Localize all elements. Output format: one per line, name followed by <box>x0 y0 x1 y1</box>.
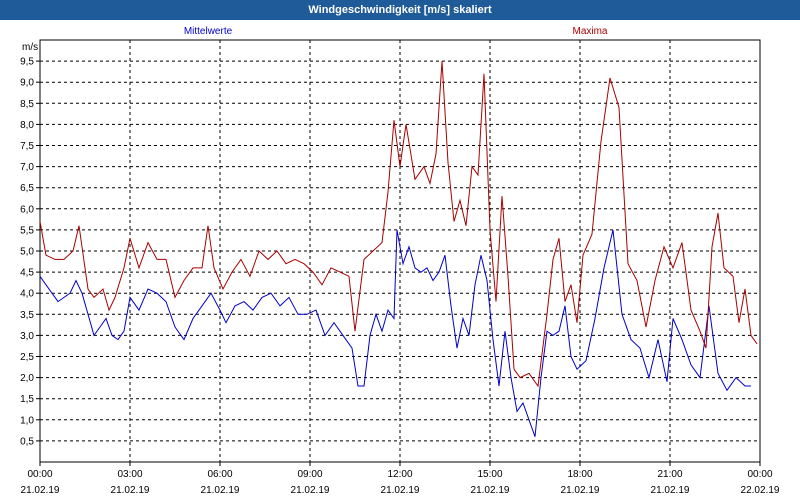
y-tick-label: 8,0 <box>20 120 34 131</box>
legend-entry-mittelwerte: Mittelwerte <box>184 26 233 37</box>
x-tick-time: 00:00 <box>747 469 772 480</box>
x-tick-date: 21.02.19 <box>651 485 690 496</box>
y-tick-label: 7,5 <box>20 141 34 152</box>
x-tick-date: 21.02.19 <box>21 485 60 496</box>
chart-title: Windgeschwindigkeit [m/s] skaliert <box>0 0 800 20</box>
x-tick-date: 21.02.19 <box>561 485 600 496</box>
y-tick-label: 2,0 <box>20 373 34 384</box>
y-tick-label: 3,0 <box>20 331 34 342</box>
y-tick-label: 3,5 <box>20 310 34 321</box>
y-tick-label: 9,0 <box>20 78 34 89</box>
y-tick-label: 5,0 <box>20 247 34 258</box>
y-tick-label: 9,5 <box>20 57 34 68</box>
x-tick-labels: 00:00 21.02.19 03:00 21.02.19 06:00 21.02.19 0… <box>21 469 780 496</box>
x-tick-time: 18:00 <box>567 469 592 480</box>
x-tick-date: 21.02.19 <box>201 485 240 496</box>
x-tick-time: 03:00 <box>117 469 142 480</box>
x-tick-date: 21.02.19 <box>381 485 420 496</box>
y-tick-label: 5,5 <box>20 225 34 236</box>
x-tick-time: 15:00 <box>477 469 502 480</box>
y-tick-label: 6,5 <box>20 183 34 194</box>
y-tick-label: 2,5 <box>20 352 34 363</box>
y-tick-label: 1,0 <box>20 415 34 426</box>
x-tick-date: 21.02.19 <box>291 485 330 496</box>
y-tick-label: 7,0 <box>20 162 34 173</box>
x-tick-time: 06:00 <box>207 469 232 480</box>
legend-entry-maxima: Maxima <box>572 26 607 37</box>
x-tick-time: 21:00 <box>657 469 682 480</box>
x-tick-time: 12:00 <box>387 469 412 480</box>
x-tick-date: 21.02.19 <box>111 485 150 496</box>
y-tick-label: 4,0 <box>20 289 34 300</box>
y-tick-labels: 0,5 1,0 1,5 2,0 2,5 3,0 3,5 4,0 4,5 5,0 5,5 6,0 6,5 7… <box>20 57 34 448</box>
y-unit-label: m/s <box>22 42 38 53</box>
y-tick-label: 8,5 <box>20 99 34 110</box>
y-tick-label: 0,5 <box>20 436 34 447</box>
series-line-mittelwerte <box>39 229 751 437</box>
x-tick-date: 22.02.19 <box>741 485 780 496</box>
y-tick-label: 1,5 <box>20 394 34 405</box>
series-lines <box>39 61 758 437</box>
x-tick-date: 21.02.19 <box>471 485 510 496</box>
grid-lines <box>36 40 761 466</box>
plot-frame <box>39 39 761 463</box>
x-tick-time: 00:00 <box>27 469 52 480</box>
y-tick-label: 6,0 <box>20 204 34 215</box>
x-tick-time: 09:00 <box>297 469 322 480</box>
series-line-maxima <box>39 61 758 388</box>
legend: Mittelwerte Maxima <box>184 26 608 37</box>
y-tick-label: 4,5 <box>20 268 34 279</box>
